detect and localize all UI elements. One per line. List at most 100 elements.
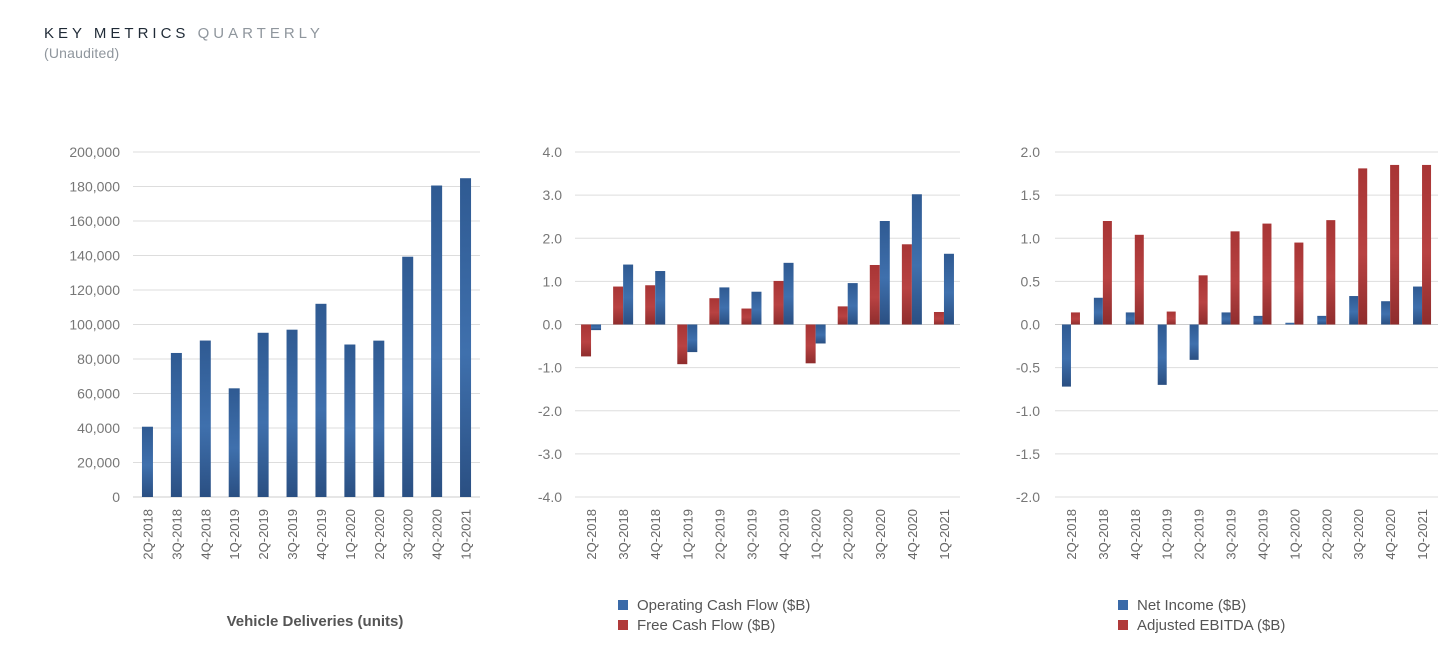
bar-red [1390,164,1400,325]
x-tick-label: 1Q-2021 [459,509,474,560]
y-tick-label: 20,000 [77,455,120,471]
bar-blue [1061,324,1071,387]
x-tick-label: 1Q-2020 [343,509,358,560]
y-tick-label: -4.0 [538,489,562,505]
y-tick-label: -1.5 [1016,446,1040,462]
x-tick-label: 2Q-2019 [256,509,271,560]
bar-blue [1093,297,1103,325]
bar-red [1326,220,1336,325]
bar-red [677,324,688,365]
bar-blue [1381,301,1391,325]
bar-red [1230,231,1240,325]
x-tick-label: 1Q-2020 [1287,509,1302,560]
bar-blue [228,388,240,497]
x-tick-label: 3Q-2019 [1224,509,1239,560]
bar-blue [199,340,211,497]
x-tick-label: 1Q-2019 [227,509,242,560]
y-tick-label: 120,000 [69,282,120,298]
x-tick-label: 2Q-2020 [841,509,856,560]
bar-red [773,280,784,325]
bar-red [709,298,720,325]
y-tick-label: -2.0 [538,403,562,419]
bar-red [613,286,624,325]
bar-blue [1349,296,1359,325]
bar-red [805,324,816,364]
legend-label: Operating Cash Flow ($B) [637,597,810,614]
bar-blue [623,264,634,325]
y-tick-label: 60,000 [77,386,120,402]
y-tick-label: 4.0 [543,144,563,160]
x-tick-label: 1Q-2021 [1415,509,1430,560]
x-tick-label: 1Q-2019 [1160,509,1175,560]
y-tick-label: 140,000 [69,248,120,264]
x-tick-label: 3Q-2019 [744,509,759,560]
bar-blue [1317,315,1327,325]
x-tick-label: 2Q-2020 [1319,509,1334,560]
bar-blue [1413,286,1423,325]
bar-red [1070,312,1080,325]
bar-blue [751,291,762,325]
y-tick-label: -0.5 [1016,360,1040,376]
x-tick-label: 4Q-2018 [648,509,663,560]
bar-red [901,244,912,325]
bar-blue [591,324,602,331]
bar-blue [783,262,794,325]
y-tick-label: 0 [112,489,120,505]
x-tick-label: 4Q-2019 [314,509,329,560]
x-tick-label: 4Q-2020 [905,509,920,560]
bar-blue [373,340,385,497]
legend-swatch [618,600,628,610]
bar-red [1422,164,1432,325]
x-axis-label: Vehicle Deliveries (units) [227,613,404,630]
bar-blue [815,324,826,344]
legend-swatch [1118,600,1128,610]
legend-swatch [618,620,628,630]
title-main: KEY METRICS [44,25,190,42]
bar-red [645,285,656,325]
y-tick-label: 1.0 [543,273,563,289]
y-tick-label: 3.0 [543,187,563,203]
bar-blue [141,426,153,497]
y-tick-label: 80,000 [77,351,120,367]
y-tick-label: 180,000 [69,179,120,195]
bar-red [1198,275,1208,325]
bar-blue [344,344,356,497]
bar-blue [1157,324,1167,385]
bar-blue [655,271,666,325]
chart-1: 0 20,000 40,000 60,000 80,000 100,000 120,000 1… [69,144,480,630]
x-tick-label: 1Q-2020 [809,509,824,560]
x-tick-label: 4Q-2019 [1255,509,1270,560]
bar-blue [719,287,730,325]
bar-blue [1221,312,1231,325]
chart-2: -4.0 -3.0 -2.0 -1.0 0.0 1.0 2.0 3.0 4.0 2Q-2018 3Q… [538,144,960,634]
bar-blue [1285,322,1295,325]
bar-blue [1189,324,1199,360]
y-tick-label: -2.0 [1016,489,1040,505]
x-tick-label: 3Q-2020 [1351,509,1366,560]
x-tick-label: 2Q-2018 [1064,509,1079,560]
x-tick-label: 1Q-2021 [937,509,952,560]
y-tick-label: -3.0 [538,446,562,462]
page-title: KEY METRICS QUARTERLY [44,26,324,41]
bar-red [1294,242,1304,325]
bar-red [1262,223,1272,325]
y-tick-label: 1.5 [1021,187,1041,203]
x-tick-label: 4Q-2020 [1383,509,1398,560]
bar-blue [402,256,414,497]
bar-red [581,324,592,357]
y-tick-label: 160,000 [69,213,120,229]
y-tick-label: 200,000 [69,144,120,160]
x-tick-label: 3Q-2018 [1096,509,1111,560]
y-tick-label: 0.5 [1021,273,1041,289]
y-tick-label: 100,000 [69,317,120,333]
x-tick-label: 3Q-2019 [285,509,300,560]
bar-blue [315,303,327,497]
y-tick-label: 2.0 [1021,144,1041,160]
bar-red [1134,234,1144,325]
bar-red [1358,168,1368,325]
x-tick-label: 1Q-2019 [680,509,695,560]
x-tick-label: 4Q-2020 [430,509,445,560]
bar-red [1166,311,1176,325]
legend-swatch [1118,620,1128,630]
